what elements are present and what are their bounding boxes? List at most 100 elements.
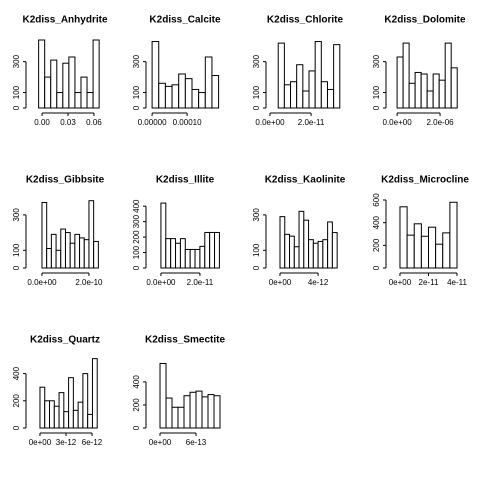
bar	[171, 84, 180, 109]
y-tick-label: 200	[12, 394, 21, 408]
bar	[189, 248, 196, 269]
y-tick-label: 0	[132, 105, 141, 110]
chart-title: K2diss_Illite	[156, 175, 215, 186]
bar	[56, 92, 64, 109]
bar	[442, 232, 451, 269]
bar	[158, 82, 166, 109]
chart-title: K2diss_Dolomite	[384, 15, 466, 26]
bar	[207, 394, 215, 429]
bar	[184, 248, 191, 269]
bar	[63, 411, 70, 429]
bar	[402, 42, 410, 109]
y-tick-label: 300	[252, 208, 261, 222]
bar	[80, 76, 88, 109]
x-tick-label: 0e+00	[29, 438, 52, 447]
x-tick-label: 2.0e-11	[298, 118, 325, 127]
y-tick-label: 100	[372, 85, 381, 99]
bar	[331, 232, 338, 269]
y-tick-label: 300	[12, 208, 21, 222]
bar	[435, 243, 444, 269]
x-tick-label: 6e-13	[186, 438, 207, 447]
bar	[53, 405, 60, 429]
bar	[420, 235, 429, 269]
bar	[77, 401, 84, 429]
bar	[93, 240, 99, 269]
bar	[214, 231, 220, 269]
bar	[69, 242, 76, 269]
y-tick-label: 0	[372, 105, 381, 110]
bar	[82, 373, 89, 429]
bar	[191, 88, 200, 109]
bar	[79, 237, 85, 269]
y-tick-label: 600	[372, 193, 381, 207]
chart-title: K2diss_Calcite	[149, 15, 221, 26]
bar	[209, 231, 216, 269]
chart-title: K2diss_Smectite	[145, 335, 225, 346]
bar	[160, 202, 167, 269]
x-tick-label: 0.0e+00	[146, 278, 176, 287]
bar	[68, 377, 74, 429]
bar	[314, 41, 322, 109]
chart-title: K2diss_Quartz	[30, 335, 100, 346]
bar	[55, 249, 62, 269]
y-tick-label: 300	[12, 54, 21, 68]
y-tick-label: 300	[132, 54, 141, 68]
bar	[171, 406, 179, 429]
x-tick-label: 4e-11	[447, 278, 467, 287]
bar	[175, 242, 181, 269]
bar	[184, 78, 193, 109]
x-tick-label: 2e-11	[419, 278, 439, 287]
chart-title: K2diss_Chlorite	[267, 15, 344, 26]
bar	[41, 201, 48, 269]
bar	[183, 395, 191, 429]
y-tick-label: 400	[132, 375, 141, 389]
bar	[189, 391, 197, 429]
bar	[427, 226, 437, 269]
bar	[420, 73, 428, 109]
bar	[72, 409, 79, 429]
bar	[406, 234, 415, 269]
bar	[283, 84, 292, 109]
bar	[88, 200, 95, 269]
bar	[211, 75, 220, 109]
chart-title: K2diss_Anhydrite	[22, 15, 107, 26]
y-tick-label: 100	[252, 243, 261, 257]
x-tick-label: 0.06	[86, 118, 102, 127]
bar	[83, 239, 90, 269]
bar	[74, 233, 81, 269]
bar	[64, 232, 71, 269]
x-tick-label: 0.00	[34, 118, 50, 127]
bar	[204, 56, 213, 109]
bar	[322, 239, 329, 269]
y-tick-label: 0	[252, 105, 261, 110]
bar	[91, 358, 98, 429]
bar	[92, 39, 100, 109]
bar	[198, 92, 206, 109]
bar	[178, 73, 186, 109]
bar	[426, 90, 434, 109]
bar	[60, 228, 66, 269]
bar	[151, 41, 160, 109]
bar	[308, 70, 316, 109]
x-tick-label: 0.03	[60, 118, 76, 127]
bar	[199, 245, 206, 269]
bar	[289, 235, 295, 269]
x-tick-label: 0.00000	[138, 118, 167, 127]
x-tick-label: 2.0e-06	[426, 118, 454, 127]
bar	[399, 206, 408, 269]
y-tick-label: 200	[132, 230, 141, 244]
y-tick-label: 400	[372, 215, 381, 229]
x-tick-label: 0.00010	[173, 118, 202, 127]
bar	[165, 238, 172, 269]
bar	[58, 392, 65, 429]
bar	[296, 64, 304, 109]
bar	[201, 396, 209, 429]
bar	[277, 42, 285, 109]
x-tick-label: 6e-12	[82, 438, 103, 447]
y-tick-label: 100	[12, 85, 21, 99]
bar	[449, 201, 458, 269]
bar	[396, 56, 404, 109]
bar	[164, 85, 173, 109]
bar	[414, 71, 422, 109]
